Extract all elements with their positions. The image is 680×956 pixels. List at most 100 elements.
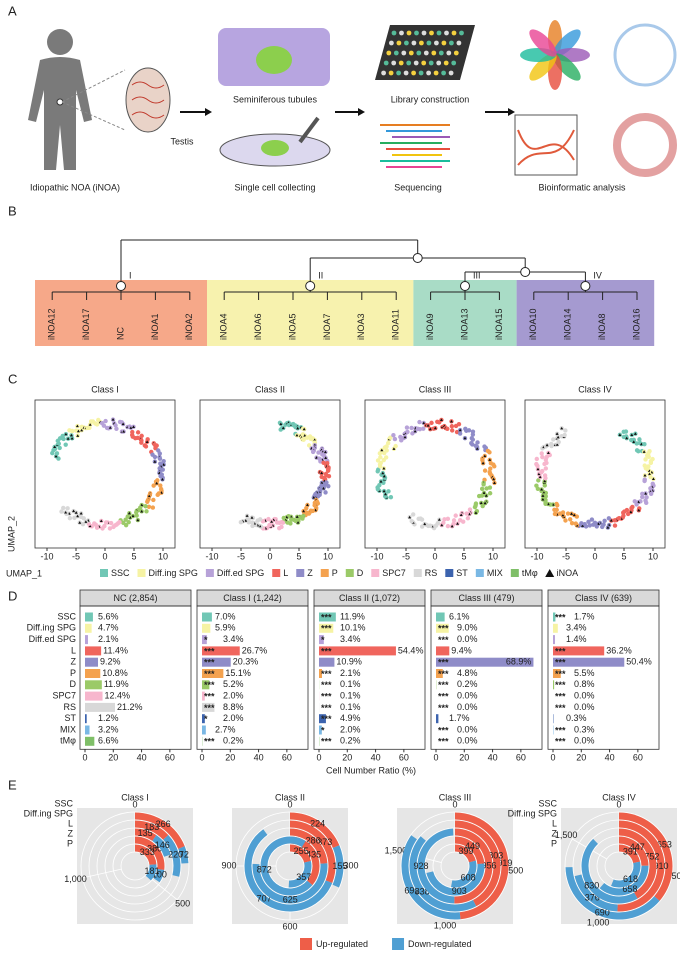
value-label: 0.2% — [457, 679, 478, 689]
angle-tick-label: 0 — [132, 799, 137, 809]
x-tick-label: 10 — [648, 551, 658, 561]
x-tick-label: 0 — [550, 753, 555, 763]
leaf-label: iNOA10 — [528, 308, 538, 340]
inoa-point — [70, 436, 74, 440]
significance: *** — [555, 725, 566, 735]
bar — [85, 714, 87, 724]
bar — [85, 736, 95, 746]
y-tick-label: L — [71, 645, 76, 655]
umap-point — [563, 518, 568, 523]
inoa-point — [596, 522, 600, 525]
x-tick-label: 40 — [371, 753, 381, 763]
radial-bar — [619, 812, 673, 901]
value-label: 0.0% — [457, 690, 478, 700]
inoa-point — [380, 448, 384, 452]
umap-point — [393, 443, 398, 449]
inoa-point — [382, 466, 386, 470]
x-tick-label: 20 — [225, 753, 235, 763]
x-tick-label: 10 — [488, 551, 498, 561]
inoa-point — [648, 472, 652, 476]
inoa-point — [458, 428, 462, 432]
x-tick-label: -5 — [72, 551, 80, 561]
umap-point — [642, 442, 647, 447]
plate-well — [436, 60, 442, 66]
bar — [553, 669, 561, 678]
category-label: Z — [552, 828, 558, 838]
facet-title: Class IV — [602, 792, 636, 802]
inoa-point — [136, 518, 140, 522]
umap-point — [445, 516, 451, 522]
inoa-point — [644, 491, 648, 495]
node — [412, 253, 423, 263]
value-label: 10.8% — [102, 668, 128, 678]
umap-point — [306, 443, 312, 448]
plate-well — [418, 70, 424, 76]
umap-point — [640, 494, 645, 500]
umap-point — [388, 435, 393, 440]
significance: *** — [321, 624, 332, 634]
bar — [319, 612, 336, 622]
plate-well — [431, 50, 437, 56]
plate-well — [441, 70, 446, 76]
value-label: 0.0% — [574, 690, 595, 700]
category-label: Z — [68, 828, 74, 838]
value-label: 36.2% — [606, 645, 632, 655]
umap-point — [465, 516, 471, 521]
plate-well — [404, 40, 409, 46]
value-label: 7.0% — [215, 611, 236, 621]
y-tick-label: tMφ — [60, 736, 76, 746]
inoa-point — [433, 426, 437, 430]
inoa-point — [459, 513, 463, 517]
significance: *** — [438, 635, 449, 645]
inoa-point — [323, 450, 327, 454]
umap-point — [103, 418, 108, 424]
value-label: 0.8% — [574, 679, 595, 689]
value-label: 903 — [452, 886, 467, 896]
radial-bar — [619, 828, 657, 899]
x-tick-label: 40 — [605, 753, 615, 763]
bar — [85, 702, 115, 712]
value-label: 3.4% — [223, 634, 244, 644]
umap-point — [92, 521, 97, 526]
category-label: Diff.ing SPG — [24, 808, 73, 818]
umap-point — [449, 424, 455, 429]
inoa-point — [78, 521, 82, 524]
bar — [202, 657, 231, 667]
inoa-point — [439, 418, 443, 422]
x-tick-label: -10 — [205, 551, 218, 561]
inoa-point — [155, 481, 159, 485]
bar — [319, 635, 324, 645]
leaf-label: iNOA4 — [219, 313, 229, 340]
plot-frame — [430, 605, 543, 750]
inoa-point — [403, 435, 407, 439]
plate-well — [393, 50, 399, 56]
value-label: 224 — [310, 819, 325, 829]
value-label: 6.6% — [98, 736, 119, 746]
value-label: 625 — [283, 894, 298, 904]
x-tick-label: 20 — [459, 753, 469, 763]
umap-point — [326, 474, 332, 479]
umap-point — [453, 513, 458, 518]
inoa-point — [303, 434, 307, 437]
plot-frame — [313, 605, 426, 750]
umap-point — [600, 524, 605, 530]
leaf-label: iNOA17 — [81, 308, 91, 340]
plate-well — [408, 50, 414, 56]
value-label: 11.9% — [104, 679, 129, 689]
value-label: 830 — [584, 881, 599, 891]
value-label: 376 — [585, 893, 600, 903]
plate-well — [436, 30, 442, 36]
significance: *** — [555, 669, 566, 679]
legend-swatch — [272, 569, 281, 577]
radial-bar — [135, 820, 169, 840]
umap-point — [456, 421, 462, 427]
umap-point — [281, 515, 286, 521]
inoa-point — [76, 429, 80, 433]
category-label: L — [68, 818, 73, 828]
value-label: 4.7% — [98, 623, 119, 633]
plate-well — [386, 50, 392, 56]
inoa-point — [279, 422, 283, 426]
umap-point — [316, 450, 321, 455]
legend-label: L — [283, 568, 288, 578]
x-tick-label: 10 — [158, 551, 168, 561]
